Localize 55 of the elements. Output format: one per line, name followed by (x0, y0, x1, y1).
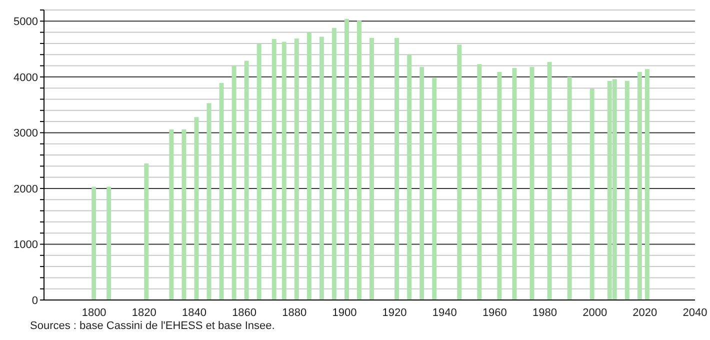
y-tick-label: 2000 (14, 183, 38, 196)
bar (319, 36, 324, 300)
x-tick-label: 1840 (182, 306, 206, 319)
x-tick-label: 1940 (432, 306, 457, 319)
bar (477, 64, 482, 300)
bar (232, 66, 236, 300)
bar (356, 20, 362, 300)
bar (144, 163, 149, 300)
bar (624, 80, 630, 300)
bar (497, 72, 502, 300)
bar (272, 39, 276, 300)
bar (457, 44, 462, 300)
bar (590, 88, 594, 300)
bar (182, 129, 186, 300)
x-tick-label: 2000 (582, 306, 608, 319)
source-note: Sources : base Cassini de l'EHESS et base Insee. (30, 320, 275, 332)
x-tick-label: 1920 (382, 306, 407, 319)
y-tick-label: 1000 (14, 239, 38, 252)
x-tick-label: 2040 (682, 306, 708, 319)
y-tick-label: 5000 (14, 16, 38, 28)
bar (344, 18, 349, 300)
x-tick-label: 2020 (632, 306, 658, 319)
bar (244, 60, 249, 300)
y-tick-label: 0 (32, 294, 38, 307)
bar (282, 42, 286, 300)
bar (567, 76, 572, 300)
bar (332, 28, 336, 300)
x-tick-label: 1980 (532, 306, 558, 319)
bar (432, 78, 437, 300)
bar (106, 186, 112, 300)
bar (637, 72, 642, 300)
bar (194, 117, 199, 300)
bar (206, 103, 212, 300)
bar (547, 62, 552, 300)
bar (530, 66, 534, 300)
bar (92, 186, 96, 300)
x-tick-label: 1960 (482, 306, 507, 319)
bar (169, 129, 174, 300)
bar (370, 38, 374, 300)
bar (306, 32, 312, 300)
x-tick-label: 1820 (132, 306, 156, 319)
x-tick-label: 1900 (332, 306, 357, 319)
y-tick-label: 3000 (14, 128, 38, 140)
x-tick-label: 1800 (82, 306, 106, 319)
x-tick-label: 1860 (232, 306, 257, 319)
bar (644, 69, 650, 300)
bar (394, 38, 400, 300)
bar (294, 38, 299, 300)
x-tick-label: 1880 (282, 306, 307, 319)
bar (407, 54, 412, 300)
bar (420, 66, 424, 300)
bar (219, 83, 224, 300)
bar (512, 68, 517, 300)
bar (256, 43, 262, 300)
y-tick-label: 4000 (14, 72, 38, 84)
